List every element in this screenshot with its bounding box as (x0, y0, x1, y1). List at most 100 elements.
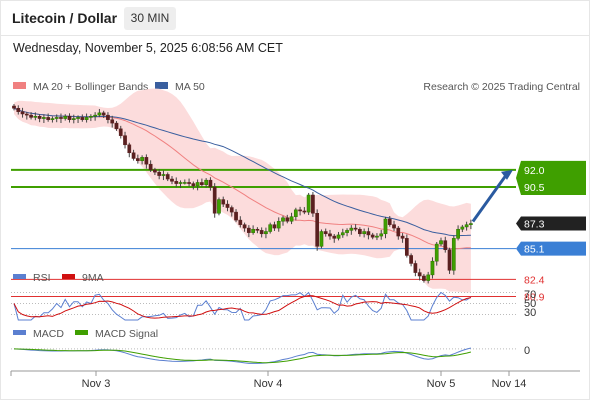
candle-body-down (285, 217, 290, 222)
x-axis-ticks (10, 371, 510, 376)
candle-body-up (439, 240, 443, 245)
candle (204, 178, 209, 188)
candle (54, 114, 59, 123)
candle (76, 115, 80, 123)
candle (153, 167, 157, 176)
candle-body-up (276, 220, 281, 229)
candle-body-down (127, 144, 132, 154)
candle-body-down (208, 179, 213, 188)
candle-body-up (71, 118, 76, 120)
candle (400, 233, 405, 243)
candle (340, 228, 345, 238)
candle (157, 169, 162, 180)
candle-body-up (336, 234, 341, 239)
candle-body-down (332, 235, 337, 239)
candle (165, 172, 170, 182)
candle-body-down (12, 105, 16, 109)
rsi-legend: RSI 9MA (13, 272, 104, 284)
candle-body-up (33, 116, 38, 118)
candle-body-down (20, 111, 25, 115)
header-bar: Litecoin / Dollar 30 MIN (0, 0, 590, 36)
candle (106, 112, 110, 124)
candle (323, 228, 328, 237)
candle (439, 237, 443, 247)
candle-body-down (29, 114, 33, 118)
level-label-resistance: 92.0 (524, 165, 545, 177)
candles (12, 103, 473, 284)
candle (281, 215, 285, 226)
level-label-support: 82.4 (524, 274, 545, 286)
candle (370, 232, 375, 240)
candle-body-down (298, 209, 302, 212)
candle-body-down (366, 231, 371, 236)
x-tick-label-nov4: Nov 4 (254, 378, 283, 390)
candle (178, 180, 183, 189)
macd-tick-0: 0 (524, 345, 530, 357)
candle (447, 247, 452, 274)
candle-body-up (54, 117, 59, 119)
candle (392, 220, 396, 231)
candle (118, 125, 123, 139)
legend-label-rsi: RSI (33, 272, 51, 284)
candle-body-up (84, 117, 89, 120)
candle (430, 257, 435, 279)
candle-body-down (114, 122, 119, 130)
candle-body-up (340, 232, 345, 236)
candle-body-down (118, 128, 123, 136)
candle-body-down (110, 119, 115, 124)
candle (247, 225, 251, 238)
candle (148, 160, 153, 172)
candle-body-up (97, 112, 102, 116)
candle-body-down (409, 255, 413, 264)
legend-swatch-rsi (13, 274, 26, 279)
candle-body-up (362, 231, 366, 235)
candle-body-down (174, 181, 179, 184)
candle (413, 260, 418, 277)
candle-body-down (59, 117, 63, 119)
candle-body-up (383, 218, 388, 235)
candle (456, 225, 460, 241)
candle-body-up (182, 182, 187, 184)
candle-body-down (200, 182, 204, 185)
candle-body-down (37, 116, 42, 119)
candle (217, 197, 221, 216)
candle (212, 183, 217, 218)
candle-body-down (413, 263, 418, 273)
level-label-last: 87.3 (524, 219, 545, 231)
candle-body-down (16, 108, 21, 112)
candle-body-up (469, 223, 473, 225)
datetime-label: Wednesday, November 5, 2025 6:08:56 AM C… (13, 41, 283, 55)
legend-swatch-macd-signal (75, 330, 88, 335)
candle (93, 112, 97, 121)
candle-body-down (46, 117, 51, 120)
candle (33, 112, 38, 121)
candle (101, 110, 106, 118)
candle (174, 177, 179, 188)
candle-body-up (251, 228, 255, 233)
candle (140, 155, 144, 165)
candle-body-up (161, 174, 166, 176)
candle (251, 225, 255, 235)
candle-body-up (349, 227, 354, 231)
legend-swatch-macd (13, 330, 26, 335)
candle-body-down (106, 114, 110, 120)
legend-label-9ma: 9MA (82, 272, 104, 284)
candle-body-up (89, 116, 93, 118)
price-legend: MA 20 + Bollinger Bands MA 50 Research ©… (13, 81, 580, 93)
legend-swatch-ma20 (13, 82, 26, 89)
candle-body-down (323, 231, 328, 235)
candle (195, 179, 200, 191)
timeframe-button[interactable]: 30 MIN (124, 7, 176, 30)
candle-body-down (259, 230, 264, 235)
candle-body-up (345, 230, 349, 233)
candle-body-down (328, 233, 332, 237)
candle (383, 216, 388, 239)
candle-body-down (400, 235, 405, 239)
candle-body-down (358, 228, 362, 235)
candle-body-up (375, 235, 379, 238)
candle (255, 227, 260, 234)
level-label-resistance: 90.5 (524, 182, 545, 194)
candle-body-down (24, 113, 29, 116)
candle (319, 229, 324, 249)
trend-arrow-head (501, 169, 513, 180)
